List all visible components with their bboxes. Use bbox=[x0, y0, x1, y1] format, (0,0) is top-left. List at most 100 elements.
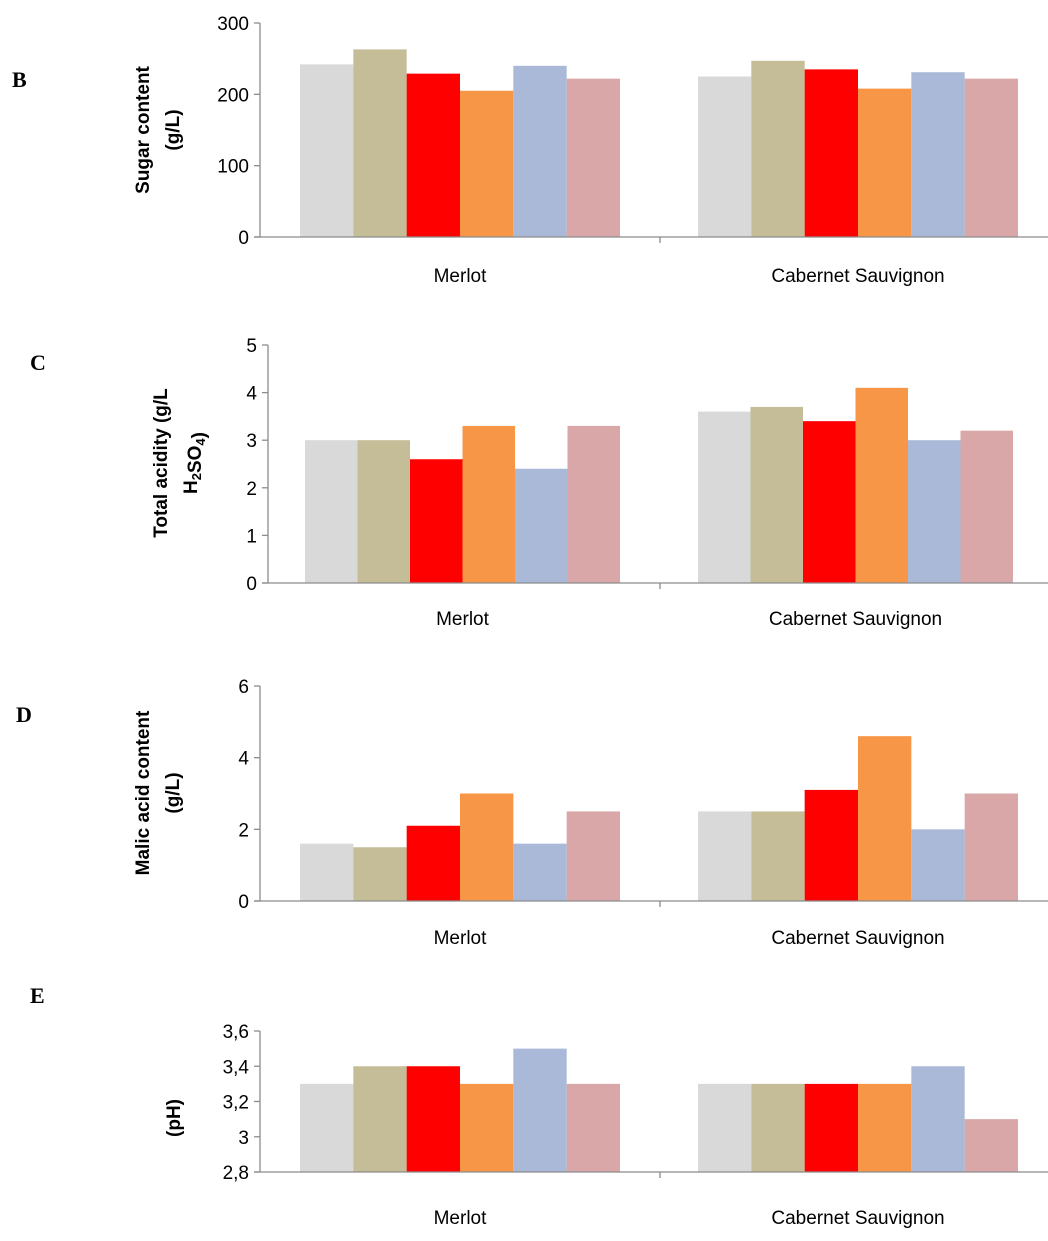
y-tick-label: 100 bbox=[217, 157, 249, 178]
y-axis-label-text: (g/L) bbox=[163, 109, 184, 150]
y-tick-label: 1 bbox=[246, 526, 257, 547]
bar-cabernet-sauvignon-series-6 bbox=[964, 78, 1018, 237]
bar-cabernet-sauvignon-series-2 bbox=[751, 811, 805, 901]
bar-cabernet-sauvignon-series-5 bbox=[911, 1066, 965, 1172]
y-axis-label-line-1: (pH) bbox=[164, 1099, 185, 1137]
bar-cabernet-sauvignon-series-2 bbox=[751, 1083, 805, 1172]
bar-merlot-series-4 bbox=[462, 425, 515, 583]
y-tick-label: 3,2 bbox=[223, 1093, 249, 1114]
bar-cabernet-sauvignon-series-1 bbox=[698, 1083, 752, 1172]
y-axis-label-text: H bbox=[181, 480, 202, 494]
y-tick-label: 0 bbox=[238, 228, 249, 249]
y-axis-label-line-2: (g/L) bbox=[163, 772, 184, 813]
y-tick-label: 200 bbox=[217, 85, 249, 106]
bar-merlot-series-2 bbox=[353, 847, 407, 901]
y-tick-label: 3,6 bbox=[223, 1022, 249, 1043]
bar-merlot-series-6 bbox=[566, 811, 620, 901]
y-axis-label-line-1: Sugar content bbox=[133, 65, 154, 193]
y-axis-label-line-1: Malic acid content bbox=[133, 710, 154, 875]
bar-merlot-series-5 bbox=[515, 468, 568, 583]
x-category-label: Merlot bbox=[436, 609, 490, 630]
y-tick-label: 6 bbox=[238, 677, 249, 698]
x-category-label: Merlot bbox=[434, 928, 488, 949]
y-tick-label: 5 bbox=[246, 336, 257, 357]
y-axis-label-text: (g/L) bbox=[163, 772, 184, 813]
y-axis-label-line-2: (g/L) bbox=[163, 109, 184, 150]
y-tick-label: 3 bbox=[246, 431, 257, 452]
bar-cabernet-sauvignon-series-6 bbox=[964, 1119, 1018, 1172]
chart-panel-b: 0 100 200 300 Merlot Cabernet Sauvignon B Sugar… bbox=[12, 14, 1048, 287]
bar-merlot-series-4 bbox=[460, 793, 514, 901]
bar-merlot-series-3 bbox=[406, 73, 460, 237]
bar-merlot-series-6 bbox=[566, 1083, 620, 1172]
y-tick-label: 2,8 bbox=[223, 1163, 249, 1184]
panel-label: E bbox=[30, 983, 45, 1008]
bar-cabernet-sauvignon-series-4 bbox=[858, 88, 912, 237]
bar-cabernet-sauvignon-series-5 bbox=[911, 829, 965, 901]
bar-cabernet-sauvignon-series-1 bbox=[698, 76, 752, 237]
bar-merlot-series-2 bbox=[353, 49, 407, 237]
x-category-label: Cabernet Sauvignon bbox=[771, 928, 944, 949]
y-axis-label-subscript: 4 bbox=[193, 438, 208, 446]
y-tick-label: 4 bbox=[238, 749, 249, 770]
y-axis-label-text: SO bbox=[185, 446, 206, 473]
y-tick-label: 2 bbox=[246, 479, 257, 500]
bar-merlot-series-2 bbox=[357, 440, 410, 583]
y-tick-label: 0 bbox=[246, 574, 257, 595]
bar-merlot-series-1 bbox=[300, 1083, 354, 1172]
bar-cabernet-sauvignon-series-1 bbox=[698, 811, 752, 901]
bar-cabernet-sauvignon-series-5 bbox=[908, 440, 961, 583]
y-axis-label-text: (pH) bbox=[164, 1099, 185, 1137]
bar-cabernet-sauvignon-series-3 bbox=[803, 421, 856, 583]
bar-cabernet-sauvignon-series-4 bbox=[855, 387, 908, 583]
bar-cabernet-sauvignon-series-4 bbox=[858, 1083, 912, 1172]
x-category-label: Merlot bbox=[434, 266, 488, 287]
bar-cabernet-sauvignon-series-6 bbox=[964, 793, 1018, 901]
bar-cabernet-sauvignon-series-5 bbox=[911, 72, 965, 237]
bar-merlot-series-4 bbox=[460, 90, 514, 238]
bar-merlot-series-3 bbox=[406, 825, 460, 901]
bar-merlot-series-6 bbox=[566, 78, 620, 237]
bar-cabernet-sauvignon-series-6 bbox=[960, 430, 1013, 583]
y-tick-label: 0 bbox=[238, 892, 249, 913]
bar-cabernet-sauvignon-series-3 bbox=[804, 69, 858, 237]
y-axis-label-text: Malic acid content bbox=[133, 710, 154, 875]
panel-label: B bbox=[12, 67, 27, 92]
y-axis-label-subscript: 2 bbox=[189, 473, 204, 480]
bar-cabernet-sauvignon-series-1 bbox=[698, 411, 751, 583]
panel-label: C bbox=[30, 350, 46, 375]
bar-merlot-series-5 bbox=[513, 65, 567, 237]
y-axis-label-text: Sugar content bbox=[133, 65, 154, 193]
y-tick-label: 300 bbox=[217, 14, 249, 35]
x-category-label: Cabernet Sauvignon bbox=[771, 266, 944, 287]
y-axis-label-text: Total acidity (g/L bbox=[151, 388, 172, 538]
bar-merlot-series-1 bbox=[305, 440, 358, 583]
y-tick-label: 4 bbox=[246, 384, 257, 405]
bar-cabernet-sauvignon-series-3 bbox=[804, 1083, 858, 1172]
y-tick-label: 3,4 bbox=[223, 1057, 250, 1078]
y-axis-label-line-2: H2SO4) bbox=[181, 432, 210, 494]
bar-merlot-series-1 bbox=[300, 843, 354, 901]
x-category-label: Cabernet Sauvignon bbox=[769, 609, 942, 630]
bar-merlot-series-5 bbox=[513, 1048, 567, 1172]
bar-cabernet-sauvignon-series-4 bbox=[858, 736, 912, 901]
x-category-label: Cabernet Sauvignon bbox=[771, 1208, 944, 1229]
panel-label: D bbox=[16, 702, 32, 727]
y-tick-label: 2 bbox=[238, 820, 249, 841]
bar-merlot-series-1 bbox=[300, 64, 354, 237]
bar-merlot-series-3 bbox=[406, 1066, 460, 1172]
bar-cabernet-sauvignon-series-2 bbox=[751, 60, 805, 237]
y-axis-label-line-1: Total acidity (g/L bbox=[151, 388, 172, 538]
chart-panel-c: 0 1 2 3 4 5 Merlot Cabernet Sauvignon C Total aci… bbox=[30, 336, 1048, 630]
x-category-label: Merlot bbox=[434, 1208, 488, 1229]
chart-panel-e: 2,8 3 3,2 3,4 3,6 Merlot Cabernet Sauvignon E (p… bbox=[30, 983, 1048, 1229]
chart-panel-d: 0 2 4 6 Merlot Cabernet Sauvignon D Malic acid … bbox=[16, 677, 1048, 949]
bar-merlot-series-3 bbox=[410, 459, 463, 583]
bar-merlot-series-6 bbox=[567, 425, 620, 583]
bar-merlot-series-4 bbox=[460, 1083, 514, 1172]
bar-cabernet-sauvignon-series-3 bbox=[804, 789, 858, 901]
y-axis-label-text: ) bbox=[189, 432, 210, 438]
bar-cabernet-sauvignon-series-2 bbox=[750, 406, 803, 583]
bar-merlot-series-5 bbox=[513, 843, 567, 901]
